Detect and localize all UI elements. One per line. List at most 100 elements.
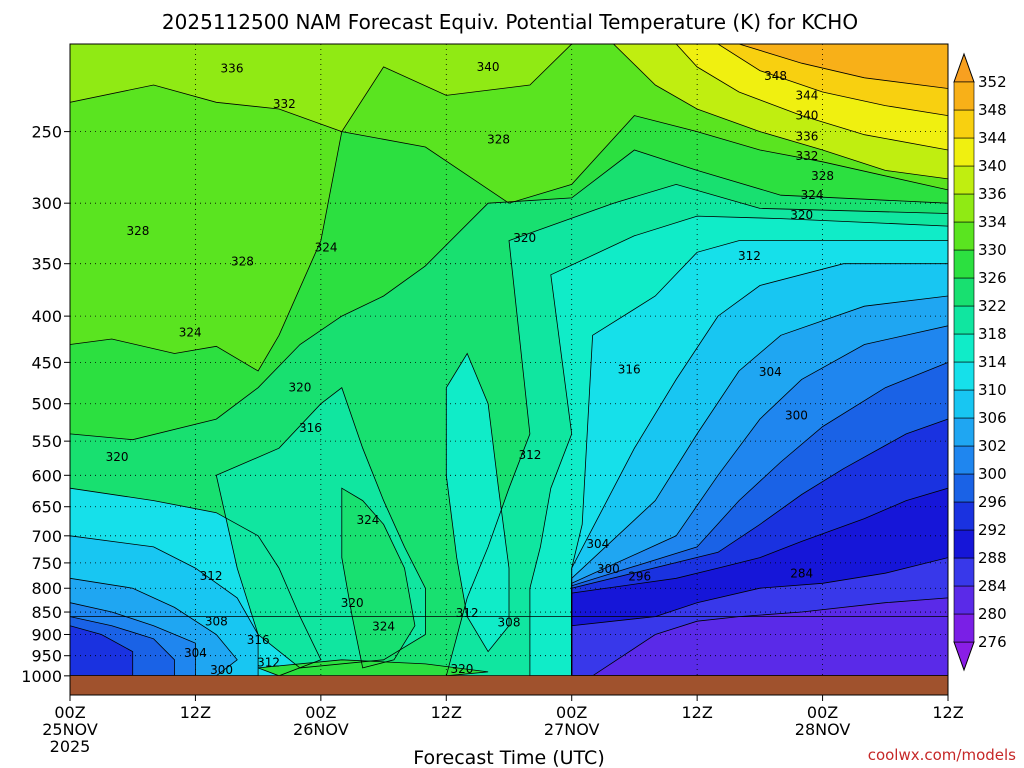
colorbar-swatch-280 bbox=[953, 585, 975, 615]
contour-label-348-2: 348 bbox=[764, 69, 787, 83]
contour-line-300-22 bbox=[70, 602, 196, 677]
y-tick-label-750: 750 bbox=[31, 554, 62, 573]
contour-line-310-10 bbox=[571, 240, 948, 677]
colorbar-swatch-310 bbox=[953, 361, 975, 391]
colorbar-label-310: 310 bbox=[978, 381, 1007, 399]
y-tick-label-300: 300 bbox=[31, 194, 62, 213]
contour-line-292-24 bbox=[70, 625, 134, 677]
colorbar-label-348: 348 bbox=[978, 101, 1007, 119]
colorbar-swatch-284 bbox=[953, 557, 975, 587]
colorbar-label-322: 322 bbox=[978, 297, 1007, 315]
colorbar-label-284: 284 bbox=[978, 577, 1007, 595]
colorbar-label-302: 302 bbox=[978, 437, 1007, 455]
contour-label-324-34: 324 bbox=[372, 620, 395, 634]
contour-label-320-15: 320 bbox=[513, 231, 536, 245]
colorbar-swatch-302 bbox=[953, 417, 975, 447]
colorbar-swatch-336 bbox=[953, 165, 975, 195]
plot-area: 336 340 348 344 340 336 332 328 324 320 332 328 328 3… bbox=[70, 44, 948, 695]
field-region-326-28 bbox=[258, 659, 489, 676]
ground-surface bbox=[70, 675, 948, 695]
contour-label-332-10: 332 bbox=[273, 97, 296, 111]
contour-label-300-27: 300 bbox=[597, 562, 620, 576]
x-tick-label-72-1: 00Z bbox=[807, 703, 838, 722]
y-tick-label-450: 450 bbox=[31, 353, 62, 372]
y-tick-label-1000: 1000 bbox=[21, 667, 62, 686]
contour-label-344-3: 344 bbox=[795, 88, 818, 102]
colorbar-swatch-288 bbox=[953, 529, 975, 559]
contour-label-324-25: 324 bbox=[356, 513, 379, 527]
colorbar-bottom-arrow bbox=[953, 641, 975, 672]
contour-label-284-29: 284 bbox=[790, 567, 813, 581]
y-tick-label-900: 900 bbox=[31, 625, 62, 644]
contour-label-312-38: 312 bbox=[257, 655, 280, 669]
contour-label-324-8: 324 bbox=[801, 188, 824, 202]
contour-label-340-1: 340 bbox=[477, 60, 500, 74]
x-tick-label-24-2: 26NOV bbox=[293, 720, 349, 739]
contour-line-314-27 bbox=[445, 352, 510, 653]
colorbar-swatch-348 bbox=[953, 81, 975, 111]
contour-line-322-7 bbox=[70, 149, 948, 677]
x-tick-label-36-1: 12Z bbox=[431, 703, 462, 722]
x-tick-label-0-3: 2025 bbox=[50, 737, 91, 756]
colorbar-label-306: 306 bbox=[978, 409, 1007, 427]
colorbar-label-280: 280 bbox=[978, 605, 1007, 623]
colorbar-label-296: 296 bbox=[978, 493, 1007, 511]
contour-label-336-5: 336 bbox=[795, 129, 818, 143]
contour-label-332-6: 332 bbox=[795, 149, 818, 163]
colorbar-label-292: 292 bbox=[978, 521, 1007, 539]
contour-label-316-22: 316 bbox=[299, 421, 322, 435]
colorbar-label-330: 330 bbox=[978, 241, 1007, 259]
contour-label-328-11: 328 bbox=[487, 132, 510, 146]
contour-label-304-19: 304 bbox=[759, 365, 782, 379]
contour-label-328-7: 328 bbox=[811, 169, 834, 183]
y-tick-label-500: 500 bbox=[31, 395, 62, 414]
chart-title: 2025112500 NAM Forecast Equiv. Potential… bbox=[162, 10, 858, 34]
colorbar-swatch-344 bbox=[953, 109, 975, 139]
colorbar-swatch-330 bbox=[953, 221, 975, 251]
contour-label-320-23: 320 bbox=[106, 450, 129, 464]
x-axis-label: Forecast Time (UTC) bbox=[413, 747, 604, 768]
contour-line-280-18 bbox=[591, 597, 948, 677]
contour-label-312-30: 312 bbox=[200, 569, 223, 583]
contour-label-328-13: 328 bbox=[231, 254, 254, 268]
field-region-322-26 bbox=[341, 488, 415, 668]
colorbar-label-352: 352 bbox=[978, 73, 1007, 91]
colorbar-swatch-292 bbox=[953, 501, 975, 531]
contour-labels: 336 340 348 344 340 336 332 328 324 320 332 328 328 3… bbox=[106, 60, 834, 677]
y-tick-label-400: 400 bbox=[31, 307, 62, 326]
plot-frame bbox=[69, 43, 949, 696]
colorbar-swatch-314 bbox=[953, 333, 975, 363]
y-tick-label-250: 250 bbox=[31, 123, 62, 142]
x-tick-label-84-1: 12Z bbox=[932, 703, 963, 722]
x-tick-label-0-1: 00Z bbox=[54, 703, 85, 722]
y-tick-label-600: 600 bbox=[31, 466, 62, 485]
y-tick-label-700: 700 bbox=[31, 527, 62, 546]
x-tick-label-60-1: 12Z bbox=[681, 703, 712, 722]
contour-label-308-33: 308 bbox=[498, 616, 521, 630]
field-region-280-18 bbox=[592, 597, 948, 676]
credit-text: coolwx.com/models bbox=[868, 746, 1016, 764]
contour-line-296-23 bbox=[70, 616, 175, 677]
contour-label-312-16: 312 bbox=[738, 249, 761, 263]
colorbar-label-276: 276 bbox=[978, 633, 1007, 651]
contour-line-340-3 bbox=[675, 44, 948, 151]
contour-label-324-14: 324 bbox=[315, 241, 338, 255]
colorbar-swatch-340 bbox=[953, 137, 975, 167]
colorbar-swatch-276 bbox=[953, 613, 975, 643]
contour-fill-layer bbox=[70, 44, 948, 676]
y-tick-label-850: 850 bbox=[31, 603, 62, 622]
contour-label-320-20: 320 bbox=[288, 381, 311, 395]
field-region-334-1 bbox=[70, 44, 572, 132]
contour-label-340-4: 340 bbox=[795, 109, 818, 123]
colorbar-swatch-318 bbox=[953, 305, 975, 335]
y-tick-label-650: 650 bbox=[31, 498, 62, 517]
contour-label-312-32: 312 bbox=[456, 606, 479, 620]
field-region-348-5 bbox=[739, 44, 948, 89]
contour-line-326-28 bbox=[257, 659, 489, 677]
contour-label-316-36: 316 bbox=[247, 633, 270, 647]
contour-label-320-9: 320 bbox=[790, 208, 813, 222]
colorbar-top-arrow bbox=[953, 52, 975, 83]
contour-line-284-17 bbox=[571, 557, 948, 677]
